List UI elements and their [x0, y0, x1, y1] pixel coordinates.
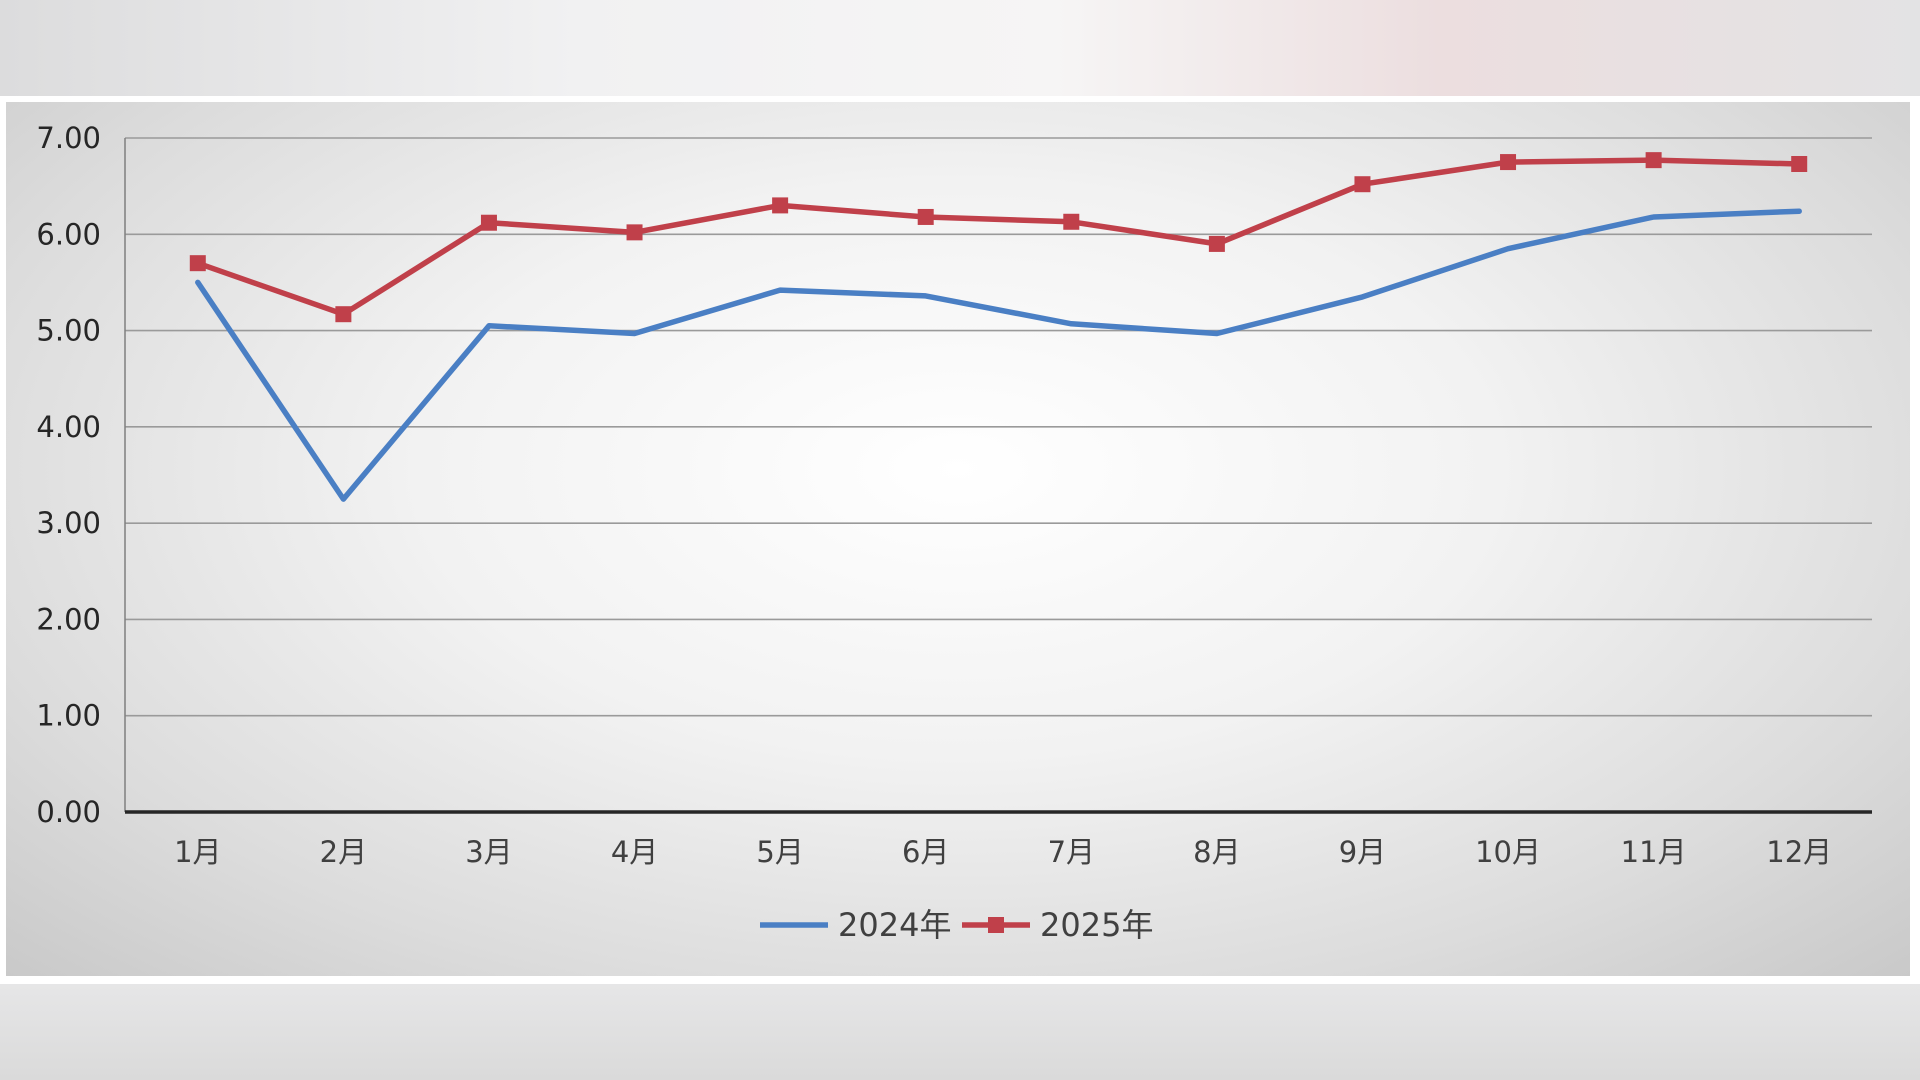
series-line	[195, 208, 1802, 502]
series-1	[189, 152, 1808, 323]
x-category-label: 5月	[756, 835, 803, 869]
data-point-marker	[1645, 152, 1662, 169]
legend-item-1: 2025年	[962, 906, 1153, 944]
data-point-marker	[480, 214, 497, 231]
x-category-label: 3月	[465, 835, 512, 869]
legend-item-0: 2024年	[760, 906, 951, 944]
x-category-label: 9月	[1339, 835, 1386, 869]
y-tick-label: 2.00	[36, 602, 101, 636]
chart-area	[6, 102, 1910, 976]
legend-label: 2025年	[1040, 906, 1153, 944]
x-category-label: 7月	[1048, 835, 1095, 869]
chart-frame	[0, 96, 1920, 984]
x-category-label: 12月	[1766, 835, 1832, 869]
gridlines	[125, 137, 1872, 717]
y-tick-label: 5.00	[36, 314, 101, 348]
y-tick-label: 7.00	[36, 121, 101, 155]
data-point-marker	[1354, 176, 1371, 193]
x-category-label: 10月	[1475, 835, 1541, 869]
legend-marker	[988, 917, 1004, 933]
series-lines	[189, 152, 1808, 502]
x-category-label: 1月	[174, 835, 221, 869]
bottom-background-band	[0, 984, 1920, 1080]
x-category-label: 2月	[320, 835, 367, 869]
x-category-label: 8月	[1193, 835, 1240, 869]
data-point-marker	[1063, 213, 1080, 230]
top-background-band	[0, 0, 1920, 96]
series-0	[195, 208, 1802, 502]
y-tick-label: 4.00	[36, 410, 101, 444]
y-tick-label: 1.00	[36, 699, 101, 733]
y-tick-label: 3.00	[36, 506, 101, 540]
data-point-marker	[1208, 235, 1225, 252]
y-tick-label: 6.00	[36, 217, 101, 251]
data-point-marker	[335, 306, 352, 323]
legend-label: 2024年	[838, 906, 951, 944]
y-tick-label: 0.00	[36, 795, 101, 829]
x-category-label: 4月	[611, 835, 658, 869]
data-point-marker	[1791, 155, 1808, 172]
y-axis-ticks: 0.00 1.00 2.00 3.00 4.00 5.00 6.00 7.00	[36, 121, 101, 829]
data-point-marker	[917, 208, 934, 225]
series-line	[195, 157, 1802, 317]
x-category-label: 6月	[902, 835, 949, 869]
data-point-marker	[189, 255, 206, 272]
data-point-marker	[626, 224, 643, 241]
x-axis-categories: 1月 2月 3月 4月 5月 6月 7月 8月 9月 10月 11月 12月	[174, 835, 1832, 869]
legend: 2024年 2025年	[760, 906, 1153, 944]
data-point-marker	[772, 197, 789, 214]
axes	[124, 138, 1872, 814]
data-point-marker	[1500, 154, 1517, 171]
x-category-label: 11月	[1621, 835, 1687, 869]
